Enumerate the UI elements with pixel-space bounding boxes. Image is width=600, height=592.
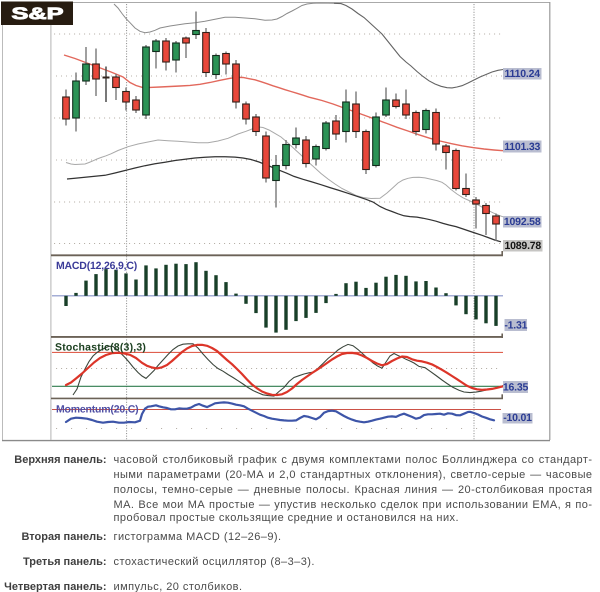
- svg-text:Stochastic(8(3),3): Stochastic(8(3),3): [55, 342, 146, 354]
- svg-text:16.35: 16.35: [503, 381, 529, 393]
- svg-text:S&P: S&P: [12, 5, 64, 23]
- svg-text:MACD(12,26,9,C): MACD(12,26,9,C): [56, 260, 137, 272]
- svg-text:1101.33: 1101.33: [504, 141, 540, 153]
- svg-text:Momentum(20,C): Momentum(20,C): [56, 404, 138, 416]
- svg-text:-1.31: -1.31: [504, 319, 527, 331]
- svg-text:1092.58: 1092.58: [504, 216, 541, 228]
- svg-text:1089.78: 1089.78: [505, 240, 542, 252]
- svg-text:-10.01: -10.01: [503, 412, 532, 424]
- svg-text:1110.24: 1110.24: [504, 68, 540, 80]
